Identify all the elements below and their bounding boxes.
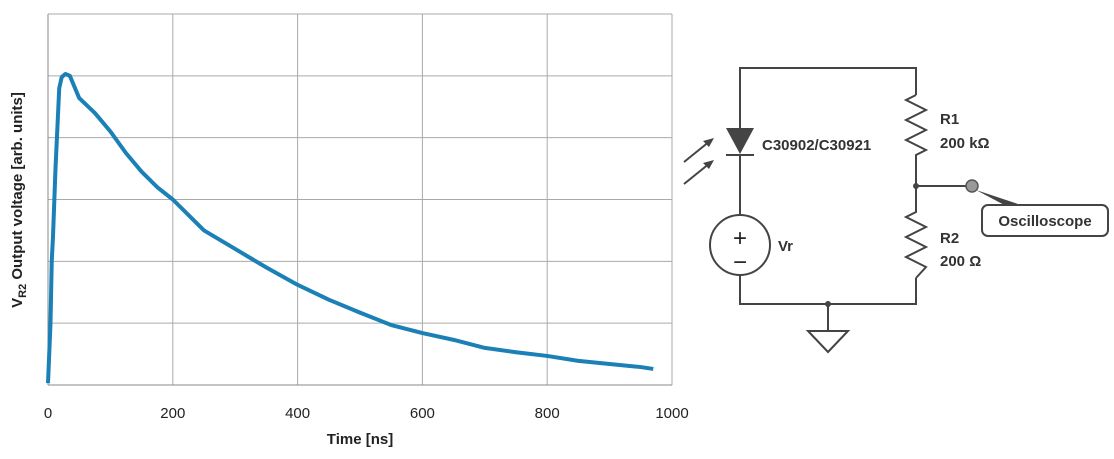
- diode: [726, 128, 754, 154]
- x-tick-label: 800: [535, 405, 560, 422]
- light-arrow: [683, 140, 711, 163]
- light-arrow: [683, 162, 711, 185]
- x-tick-label: 600: [410, 405, 435, 422]
- x-tick-label: 0: [44, 405, 52, 422]
- y-label-rest: Output voltage [arb. units]: [9, 92, 26, 284]
- arrow-head: [703, 138, 714, 147]
- x-tick-label: 200: [160, 405, 185, 422]
- callout-box: [981, 204, 1109, 237]
- x-axis-label: Time [ns]: [327, 431, 393, 448]
- source-label: Vr: [778, 238, 793, 255]
- callout-pointer: [976, 190, 1030, 208]
- probe-label: Oscilloscope: [998, 213, 1091, 230]
- arrow-head: [703, 160, 714, 169]
- y-label-sub: R2: [17, 284, 29, 298]
- y-axis-label: VR2 Output voltage [arb. units]: [9, 92, 29, 308]
- wire: [739, 275, 917, 305]
- wire: [739, 67, 917, 128]
- r1-name: R1: [940, 111, 959, 128]
- detector-label: C30902/C30921: [762, 137, 871, 154]
- y-label-main: V: [9, 298, 26, 308]
- r2-name: R2: [940, 230, 959, 247]
- circuit: + − Oscilloscope C30902/C30921 R1 200 kΩ…: [683, 67, 1109, 354]
- data-line: [46, 71, 654, 384]
- x-tick-label: 400: [285, 405, 310, 422]
- source-minus: −: [733, 249, 747, 276]
- ground: [805, 330, 851, 354]
- plot: 0 200 400 600 800 1000: [44, 13, 689, 422]
- r2-value: 200 Ω: [940, 253, 981, 270]
- source-plus: +: [733, 225, 747, 252]
- r1-value: 200 kΩ: [940, 135, 990, 152]
- x-tick-label: 1000: [655, 405, 688, 422]
- probe-point: [965, 179, 979, 193]
